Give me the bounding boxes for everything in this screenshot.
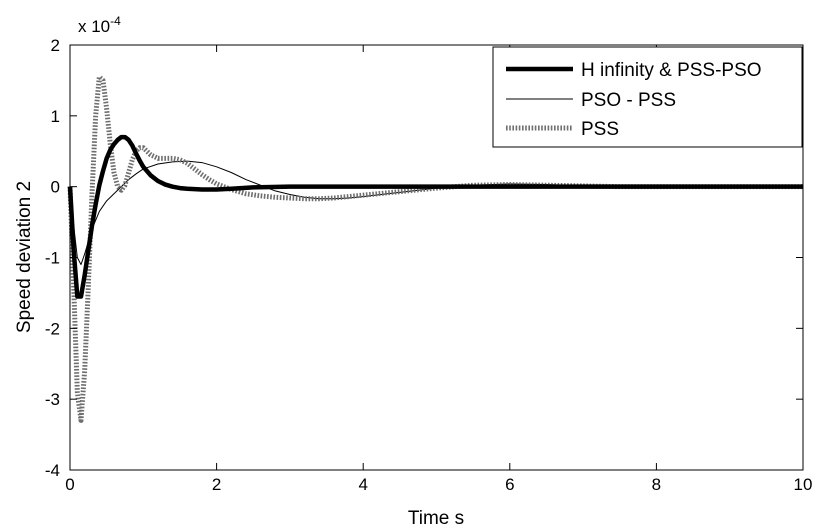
y-tick-label-2: -2 <box>45 319 60 338</box>
x-tick-label-4: 8 <box>652 475 661 494</box>
x-tick-label-3: 6 <box>505 475 514 494</box>
y-tick-label-1: -3 <box>45 390 60 409</box>
legend-label-pss: PSS <box>581 119 619 140</box>
y-tick-label-5: 1 <box>51 107 60 126</box>
legend-label-h-infinity: H infinity & PSS-PSO <box>581 60 762 81</box>
legend: H infinity & PSS-PSO PSO - PSS PSS <box>492 46 803 148</box>
series-line-h-infinity-pss-pso <box>67 134 803 299</box>
y-tick-label-4: 0 <box>51 178 60 197</box>
tick-labels-layer: 0 2 4 6 8 10 -4 -3 -2 -1 0 1 2 <box>45 36 813 494</box>
x-axis-label: Time s <box>408 508 464 529</box>
x-tick-label-1: 2 <box>212 475 221 494</box>
x-tick-label-2: 4 <box>358 475 367 494</box>
series-line-pss <box>67 74 803 423</box>
y-tick-label-3: -1 <box>45 249 60 268</box>
legend-label-pso-pss: PSO - PSS <box>581 90 676 111</box>
y-axis-label: Speed deviation 2 <box>14 181 35 333</box>
y-multiplier-exponent: -4 <box>110 14 121 28</box>
y-multiplier-base: x 10 <box>78 17 110 36</box>
x-tick-label-5: 10 <box>794 475 813 494</box>
y-tick-label-0: -4 <box>45 461 60 480</box>
series-layer <box>67 74 803 423</box>
x-tick-label-0: 0 <box>65 475 74 494</box>
y-tick-label-6: 2 <box>51 36 60 55</box>
y-multiplier-label: x 10-4 <box>78 14 121 36</box>
